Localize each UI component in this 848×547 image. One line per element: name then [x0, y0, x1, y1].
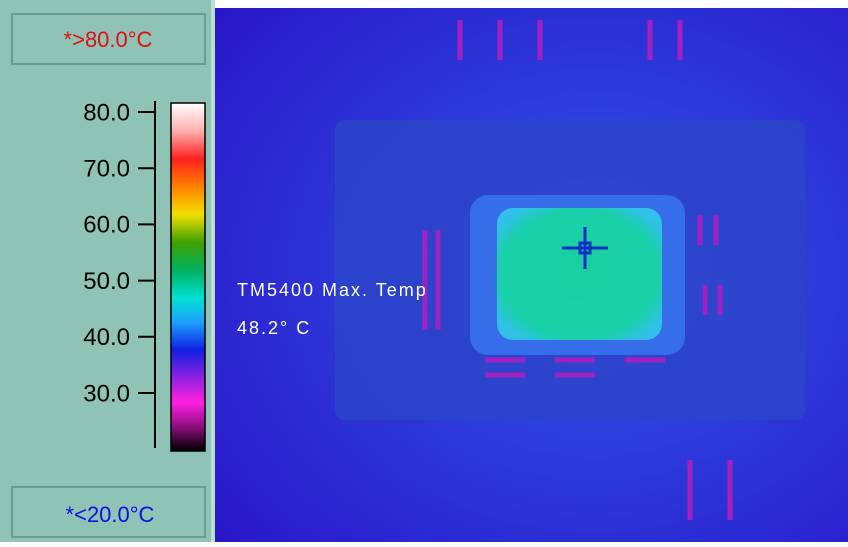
hot-die — [497, 208, 662, 340]
color-bar — [170, 102, 206, 452]
crosshair — [562, 227, 608, 269]
scale-tick-label: 70.0 — [83, 156, 130, 183]
min-box — [11, 486, 206, 538]
scale-tick-label: 60.0 — [83, 212, 130, 239]
annotation-value: 48.2° C — [237, 318, 311, 338]
annotation-title: TM5400 Max. Temp — [237, 280, 428, 300]
pcb-traces — [422, 20, 733, 520]
scale-tick-label: 40.0 — [83, 324, 130, 351]
min-label: *<20.0°C — [66, 502, 155, 527]
max-box — [11, 13, 206, 65]
scale-tick-label: 50.0 — [83, 268, 130, 295]
scale-tick-label: 80.0 — [83, 99, 130, 126]
max-label: *>80.0°C — [64, 27, 153, 52]
scale-tick-label: 30.0 — [83, 380, 130, 407]
panel-border — [211, 0, 215, 542]
